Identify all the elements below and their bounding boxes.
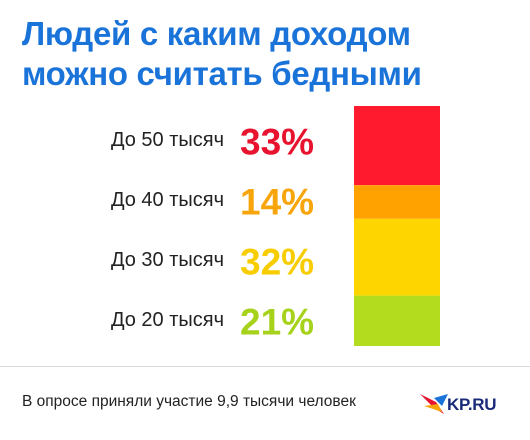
category-label-4: До 20 тысяч [111,309,224,331]
kp-logo-text: KP.RU [447,395,497,414]
bar-segment-3 [354,218,440,296]
chart-title-line-2: можно считать бедными [22,55,422,92]
value-label-4: 21% [240,302,314,343]
value-label-2: 14% [240,182,314,223]
bar-segment-2 [354,185,440,219]
chart-title-line-1: Людей с каким доходом [22,15,411,52]
footer-divider [0,366,530,367]
swallow-bird-icon [420,394,448,414]
stacked-bar [354,106,440,346]
poverty-income-chart: До 50 тысяч До 40 тысяч До 30 тысяч До 20 т… [111,106,440,346]
value-labels: 33% 14% 32% 21% [240,122,314,343]
survey-note: В опросе приняли участие 9,9 тысячи чело… [22,393,356,410]
chart-title: Людей с каким доходом можно считать бедн… [22,14,422,94]
category-label-3: До 30 тысяч [111,249,224,271]
value-label-1: 33% [240,122,314,163]
category-labels: До 50 тысяч До 40 тысяч До 30 тысяч До 20 т… [111,129,224,331]
value-label-3: 32% [240,242,314,283]
bar-segment-1 [354,106,440,186]
category-label-2: До 40 тысяч [111,189,224,211]
bar-segment-4 [354,295,440,346]
category-label-1: До 50 тысяч [111,129,224,151]
